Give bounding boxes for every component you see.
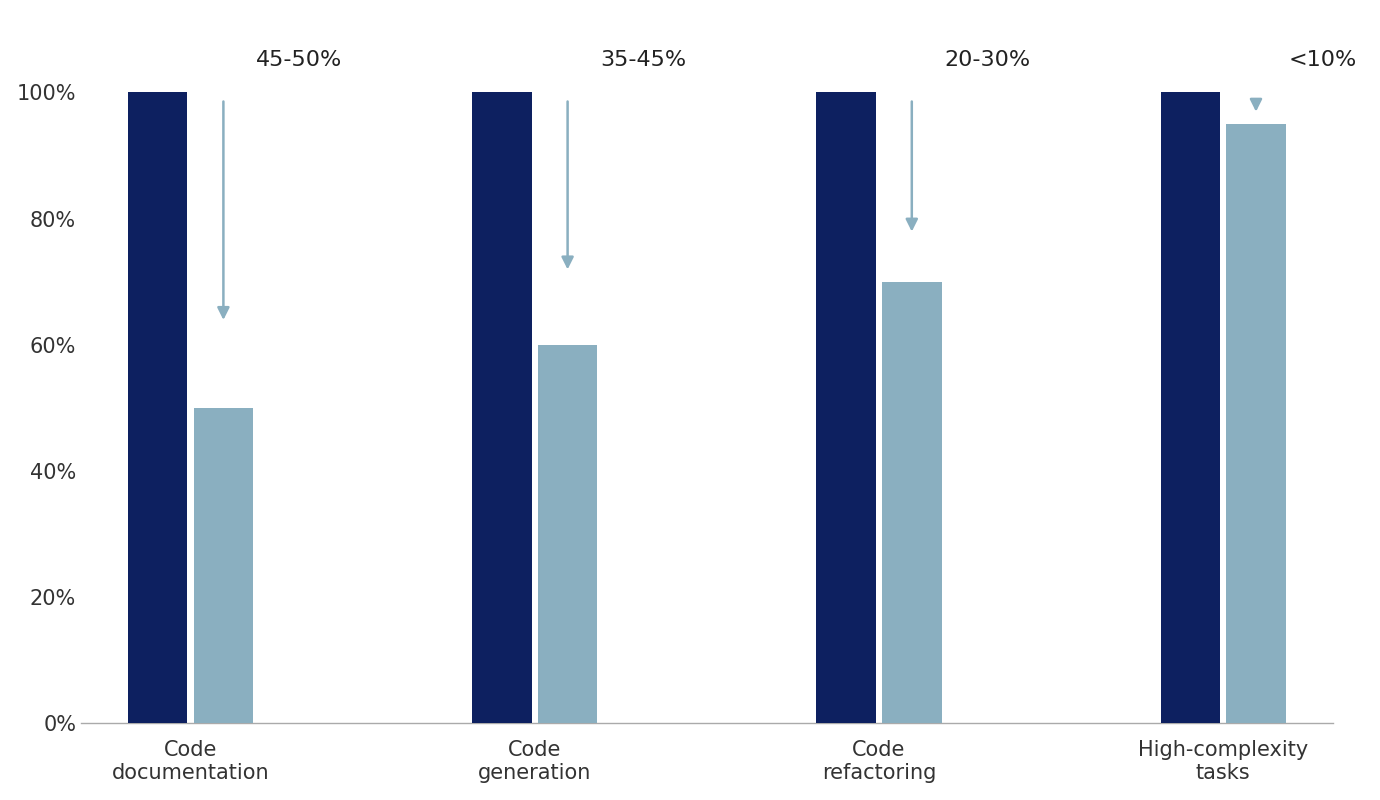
Text: <10%: <10% [1289,50,1357,70]
Bar [193,408,253,723]
Bar [538,345,598,723]
Bar [1161,92,1220,723]
Bar [882,282,941,723]
Bar [1227,124,1286,723]
Bar [817,92,876,723]
Text: 45-50%: 45-50% [257,50,342,70]
Bar [128,92,188,723]
Bar [472,92,531,723]
Text: 35-45%: 35-45% [600,50,686,70]
Text: 20-30%: 20-30% [944,50,1031,70]
